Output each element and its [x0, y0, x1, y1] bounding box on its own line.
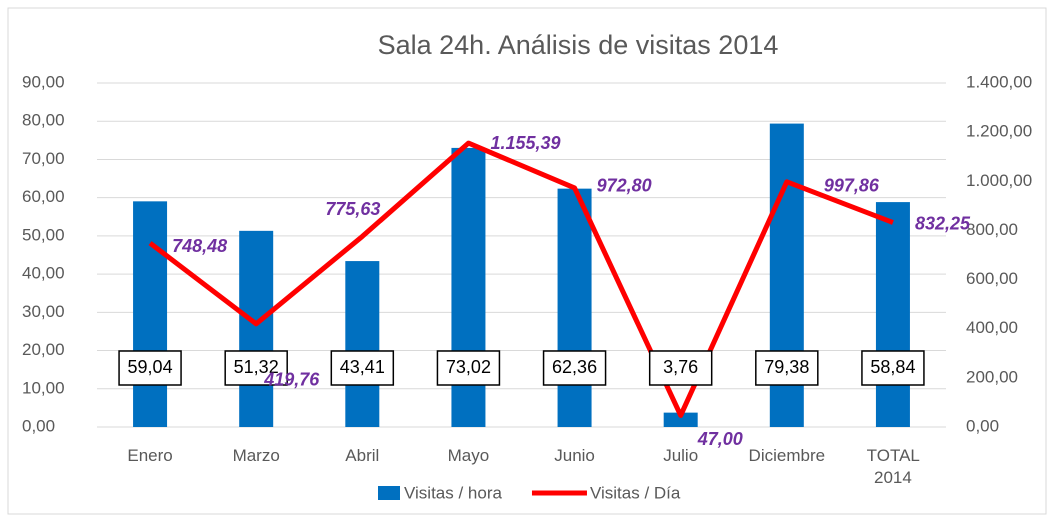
data-label-box — [118, 350, 182, 386]
y2-tick-label: 200,00 — [966, 367, 1018, 386]
line-data-label: 997,86 — [824, 176, 880, 196]
y2-tick-label: 1.000,00 — [966, 171, 1032, 190]
data-label-box — [436, 350, 501, 386]
y-tick-label: 30,00 — [22, 302, 65, 321]
bar — [557, 188, 592, 427]
x-tick-label: Enero — [127, 446, 173, 465]
data-label: 62,36 — [552, 357, 597, 377]
data-label: 58,84 — [870, 357, 915, 377]
y2-tick-label: 800,00 — [966, 220, 1018, 239]
data-label: 73,02 — [446, 357, 491, 377]
y-tick-label: 10,00 — [22, 378, 65, 397]
data-label-box — [755, 350, 819, 386]
x-tick-label: Mayo — [447, 446, 490, 465]
x-tick-label: Abril — [345, 446, 380, 465]
bar — [663, 412, 698, 427]
y-tick-label: 70,00 — [22, 149, 65, 168]
y-tick-label: 20,00 — [22, 340, 65, 359]
line-data-label: 47,00 — [697, 429, 743, 449]
y-tick-label: 90,00 — [22, 72, 65, 91]
legend-label: Visitas / Día — [590, 483, 681, 502]
data-label-box — [330, 350, 395, 386]
line-data-label: 832,25 — [915, 213, 971, 233]
line-data-label: 1.155,39 — [490, 133, 560, 153]
x-tick-label: TOTAL 2014 — [866, 446, 920, 487]
y-tick-label: 60,00 — [22, 187, 65, 206]
chart-border — [7, 7, 1047, 515]
y-tick-label: 0,00 — [22, 416, 55, 435]
legend-label: Visitas / hora — [404, 483, 503, 502]
data-label-box — [861, 350, 925, 386]
y-tick-label: 50,00 — [22, 225, 65, 244]
grid — [97, 82, 946, 428]
data-label-box — [542, 350, 607, 386]
line-data-label: 419,76 — [263, 370, 320, 390]
y2-tick-label: 1.400,00 — [966, 72, 1032, 91]
y2-tick-label: 600,00 — [966, 269, 1018, 288]
x-tick-label: Marzo — [232, 446, 280, 465]
bar — [239, 230, 274, 427]
x-tick-label: Diciembre — [748, 446, 826, 465]
legend-swatch — [378, 486, 400, 500]
x-tick-label: Junio — [554, 446, 595, 465]
data-label: 43,41 — [340, 357, 385, 377]
data-label-box — [224, 350, 288, 386]
bar — [875, 202, 910, 427]
x-tick-label: Julio — [663, 446, 699, 465]
y2-tick-label: 400,00 — [966, 318, 1018, 337]
line-data-label: 972,80 — [597, 176, 652, 196]
bar — [345, 261, 380, 427]
data-label: 3,76 — [663, 357, 698, 377]
line — [148, 140, 894, 418]
data-label: 51,32 — [234, 357, 279, 377]
data-label: 59,04 — [128, 357, 173, 377]
y2-tick-label: 1.200,00 — [966, 122, 1032, 141]
y-tick-label: 80,00 — [22, 111, 65, 130]
line-data-label: 748,48 — [172, 236, 227, 256]
data-label-box — [648, 350, 713, 386]
y2-tick-label: 0,00 — [966, 416, 999, 435]
line-data-label: 775,63 — [325, 199, 380, 219]
bar — [133, 201, 168, 427]
data-label: 79,38 — [764, 357, 809, 377]
chart-title: Sala 24h. Análisis de visitas 2014 — [378, 30, 779, 60]
y-tick-label: 40,00 — [22, 264, 65, 283]
